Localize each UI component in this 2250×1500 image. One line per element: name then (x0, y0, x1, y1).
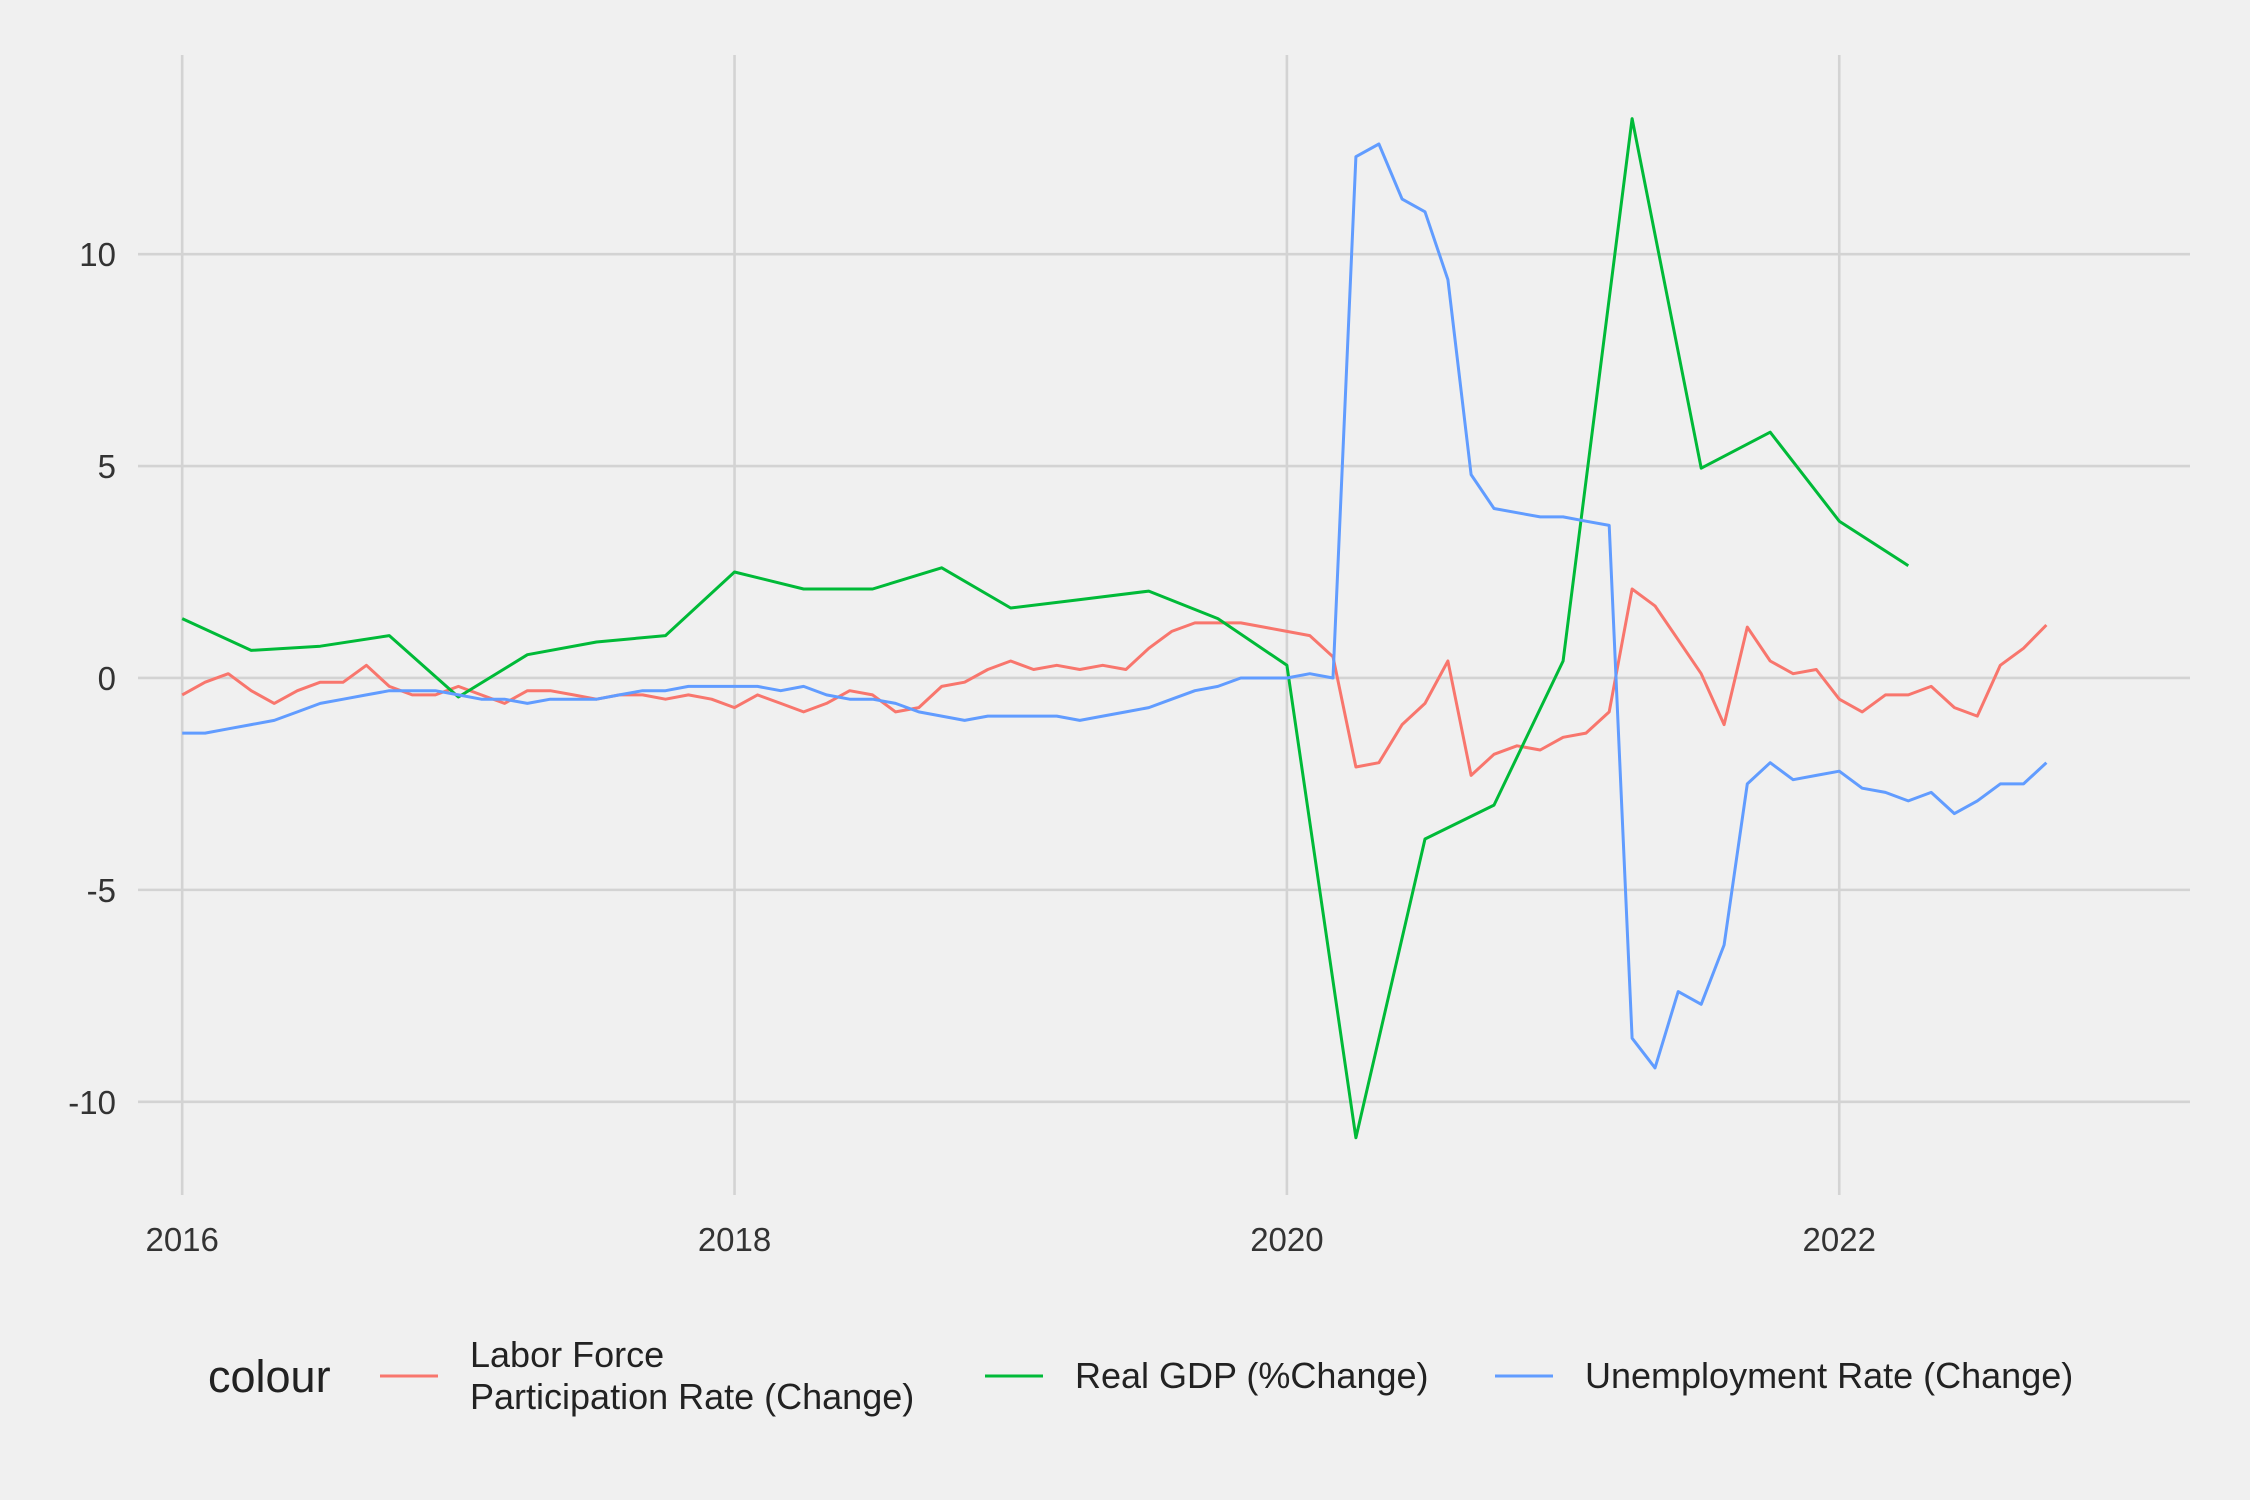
legend-item-1: Labor Force Participation Rate (Change) (380, 1334, 914, 1417)
legend: colour Labor Force Participation Rate (Cha… (208, 1334, 2073, 1417)
legend-label: Unemployment Rate (Change) (1585, 1355, 2073, 1396)
legend-item-3: Unemployment Rate (Change) (1495, 1355, 2073, 1396)
legend-label: Labor Force Participation Rate (Change) (470, 1334, 914, 1417)
y-tick-label: 0 (98, 660, 116, 697)
y-axis-tick-labels: -10 -5 0 5 10 (68, 236, 116, 1121)
x-tick-label: 2016 (145, 1221, 218, 1258)
x-tick-label: 2022 (1803, 1221, 1876, 1258)
x-axis-tick-labels: 2016 2018 2020 2022 (145, 1221, 1875, 1258)
y-tick-label: -5 (87, 872, 116, 909)
legend-label: Real GDP (%Change) (1075, 1355, 1429, 1396)
series-lines (181, 117, 2048, 1140)
series-line-1 (181, 587, 2048, 777)
y-tick-label: 10 (79, 236, 116, 273)
gridlines (138, 55, 2190, 1195)
y-tick-label: -10 (68, 1084, 116, 1121)
y-tick-label: 5 (98, 448, 116, 485)
x-tick-label: 2018 (698, 1221, 771, 1258)
series-line-3 (182, 142, 2048, 1070)
legend-title: colour (208, 1351, 331, 1402)
x-tick-label: 2020 (1250, 1221, 1323, 1258)
legend-item-2: Real GDP (%Change) (985, 1355, 1429, 1396)
series-line-2 (181, 117, 1910, 1140)
